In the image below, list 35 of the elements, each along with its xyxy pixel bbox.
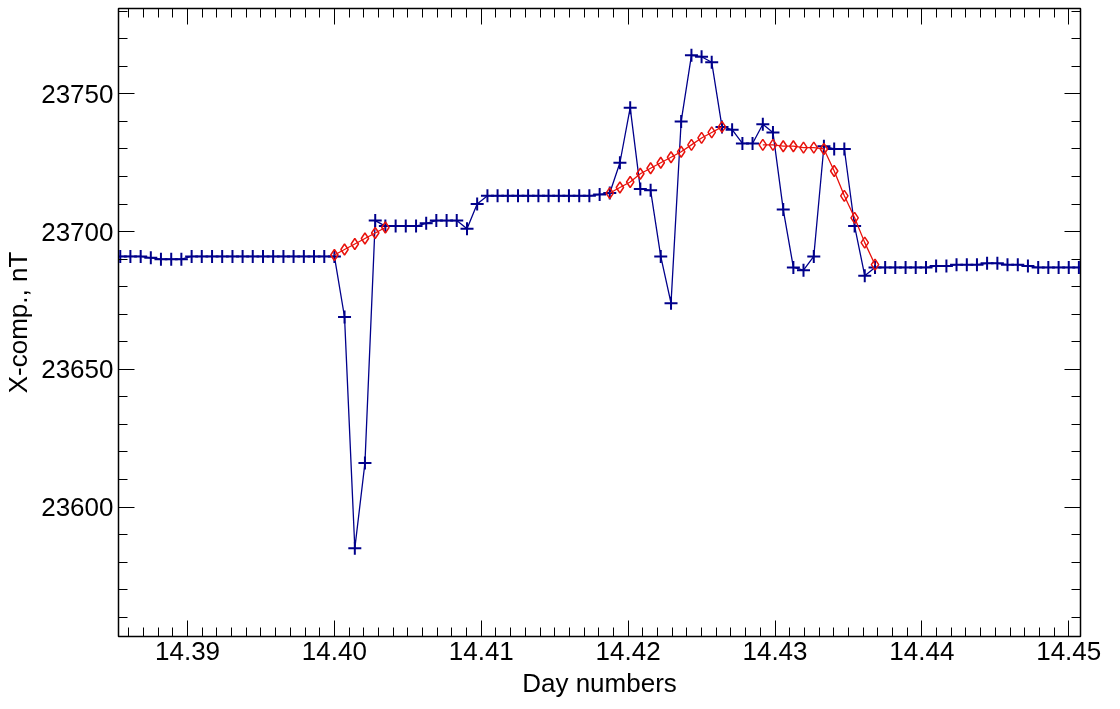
point xyxy=(615,181,625,194)
point xyxy=(350,237,360,251)
point xyxy=(788,139,798,153)
y-tick-label: 23700 xyxy=(41,216,114,247)
point xyxy=(676,145,686,158)
point xyxy=(839,189,849,203)
point xyxy=(870,258,880,271)
x-axis-title: Day numbers xyxy=(522,667,677,698)
point xyxy=(829,164,839,178)
y-tick-label: 23600 xyxy=(41,492,114,523)
x-tick-label: 14.41 xyxy=(448,635,514,666)
x-tick-label: 14.40 xyxy=(301,635,367,666)
point xyxy=(819,142,829,156)
y-tick-label: 23750 xyxy=(41,78,114,109)
point xyxy=(666,150,676,164)
x-tick-label: 14.42 xyxy=(595,635,661,666)
point xyxy=(707,126,717,139)
x-tick-label: 14.44 xyxy=(889,635,955,666)
y-axis-title: X-comp., nT xyxy=(3,251,34,394)
x-tick-label: 14.45 xyxy=(1036,635,1102,666)
point xyxy=(625,175,635,189)
point xyxy=(860,236,870,249)
point xyxy=(646,162,656,175)
x-tick-label: 14.39 xyxy=(155,635,221,666)
point xyxy=(656,156,666,169)
point xyxy=(635,167,645,181)
point xyxy=(758,138,768,152)
point xyxy=(809,141,819,154)
point xyxy=(850,211,860,225)
point xyxy=(778,139,788,153)
point xyxy=(360,232,370,245)
y-tick-label: 23650 xyxy=(41,354,114,385)
x-tick-label: 14.43 xyxy=(742,635,808,666)
point xyxy=(768,138,778,152)
point xyxy=(370,226,380,240)
